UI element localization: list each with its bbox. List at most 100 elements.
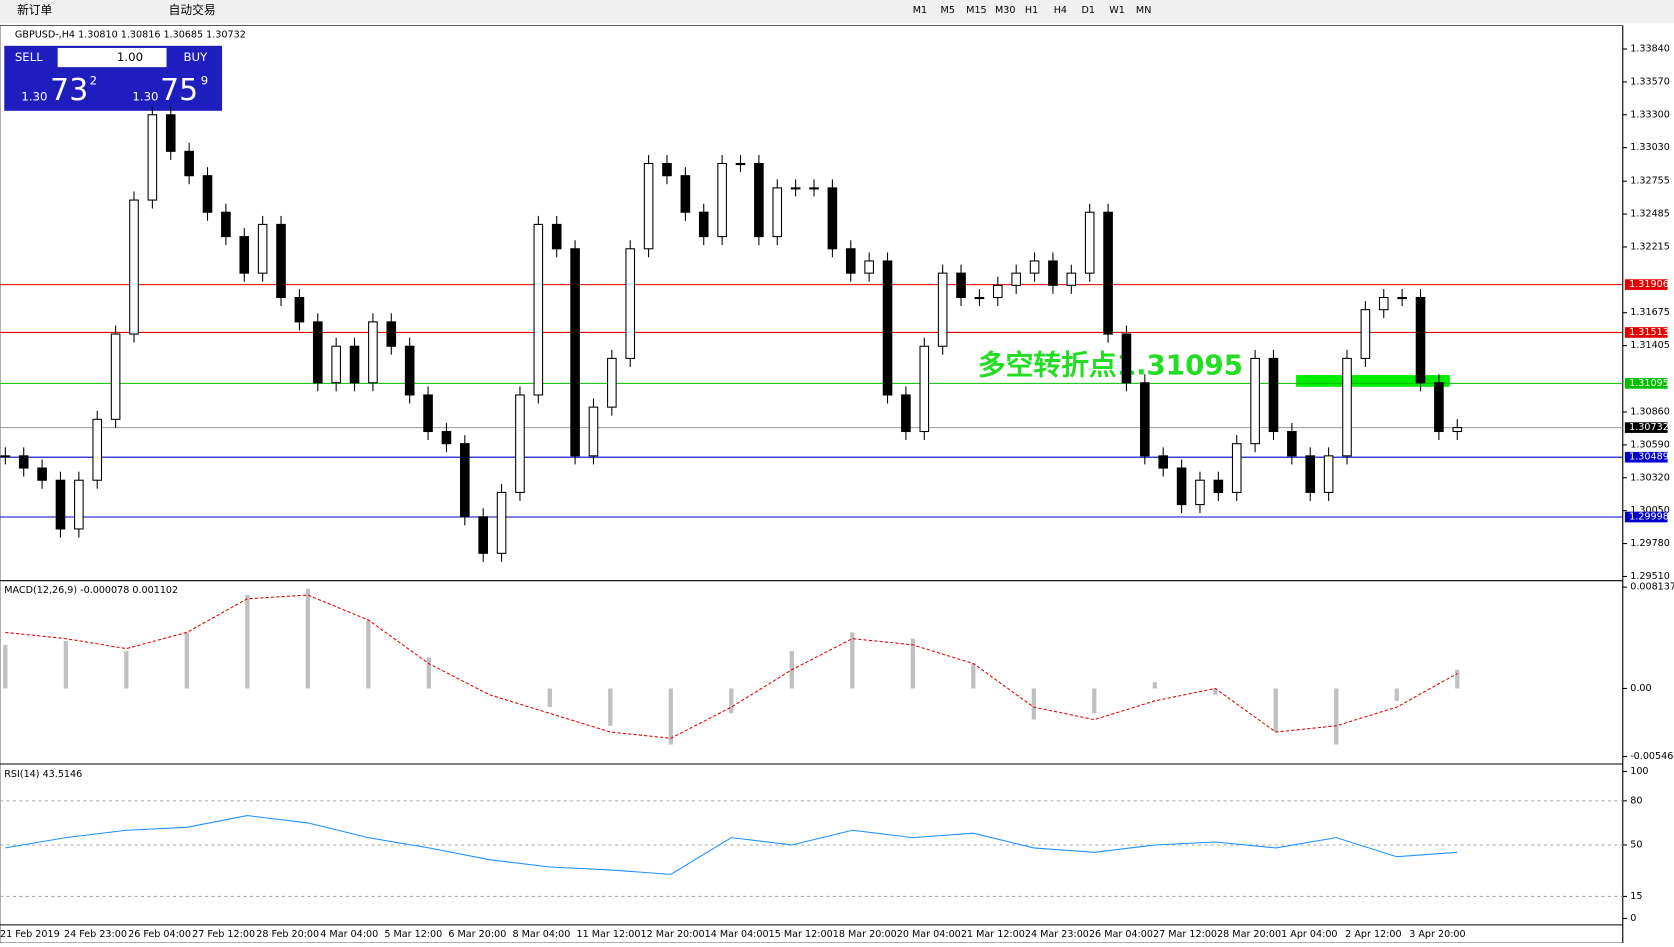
lot-size[interactable]: 1.00 [117,50,143,64]
level-label: 1.30489 [1629,452,1669,463]
level-label: 1.31513 [1629,327,1669,338]
macd-bar [910,638,915,689]
y-tick-label: 1.29780 [1630,538,1670,549]
macd-bar [426,657,431,689]
y-tick-label: 1.31405 [1630,340,1670,351]
candle [1342,357,1352,457]
x-tick-label: 2 Apr 12:00 [1345,929,1401,940]
candle [221,211,231,238]
x-tick-label: 28 Mar 20:00 [1217,929,1281,940]
macd-bar [1152,682,1157,689]
y-tick-label: 1.33300 [1630,109,1670,120]
macd-bar [1455,669,1460,689]
x-tick-label: 11 Mar 12:00 [577,929,641,940]
macd-signal [5,594,1458,739]
candle [441,430,452,445]
candle [643,162,654,250]
timeframe-button[interactable]: H1 [1025,5,1038,16]
timeframe-button[interactable]: M1 [913,5,927,16]
candle [1048,260,1058,286]
macd-bar [245,595,250,689]
candle [202,175,213,213]
x-tick-label: 24 Mar 23:00 [1025,929,1089,940]
sell-pips: 73 [50,73,88,108]
candle [717,162,727,238]
candle [37,467,47,481]
candle [754,162,764,238]
candle [1084,211,1095,274]
sell-big: 1.30 [21,89,47,103]
candle [1140,382,1150,457]
candle [533,223,544,396]
new-order[interactable]: 新订单 [17,3,52,17]
candle [1213,479,1224,493]
level-tag [1624,279,1668,290]
candle [294,296,305,323]
candle [1305,455,1316,493]
level-label: 1.29998 [1629,512,1669,523]
buy-button[interactable]: BUY [183,50,208,64]
candle [129,199,139,335]
candle [1250,357,1260,445]
timeframe-button[interactable]: M30 [995,5,1015,16]
x-tick-label: 4 Mar 04:00 [320,929,378,940]
candle [919,345,930,433]
macd-bar [729,688,734,714]
candle [1268,357,1279,433]
sell-button[interactable]: SELL [15,50,43,64]
candle [1287,430,1297,457]
y-tick-label: 1.29510 [1630,571,1670,582]
macd-bar [547,688,552,708]
candle [864,260,874,274]
candle [698,211,709,238]
lot-box[interactable] [57,47,167,68]
macd-bar [184,632,189,689]
x-tick-label: 6 Mar 20:00 [448,929,506,940]
timeframe-button[interactable]: MN [1136,5,1151,16]
candle [625,248,636,359]
macd-bar [1092,688,1097,714]
x-tick-label: 26 Mar 04:00 [1089,929,1153,940]
buy-big: 1.30 [132,89,158,103]
timeframe-button[interactable]: H4 [1054,5,1067,16]
timeframe-button[interactable]: M15 [966,5,986,16]
macd-bar [366,619,371,689]
candle [607,357,617,408]
auto-trading[interactable]: 自动交易 [169,3,216,17]
x-tick-label: 28 Feb 20:00 [256,929,319,940]
macd-bar [608,688,613,726]
timeframe-button[interactable]: D1 [1081,5,1094,16]
candle [809,187,819,190]
candle [974,296,985,300]
candle [74,479,84,530]
x-tick-label: 3 Apr 20:00 [1409,929,1465,940]
candle [1121,333,1132,384]
price-header: GBPUSD-,H4 1.30810 1.30816 1.30685 1.307… [15,30,246,41]
y-tick-label: 80 [1630,795,1642,806]
x-tick-label: 5 Mar 12:00 [384,929,442,940]
candle [680,175,691,213]
y-tick-label: -0.005466 [1630,751,1674,762]
candle [1011,272,1021,286]
candle [570,248,580,457]
macd-bar [124,651,129,689]
candle [55,479,66,530]
candle [184,150,194,177]
candle [1360,309,1371,359]
candle [992,284,1003,299]
candle [92,418,103,481]
buy-frac: 9 [201,73,208,87]
macd-bar [63,641,68,689]
level-label: 1.30732 [1629,422,1669,433]
pivot-marker [1296,375,1450,387]
timeframe-button[interactable]: W1 [1109,5,1125,16]
candle [937,272,948,347]
level-tag [1624,327,1668,338]
candle [368,321,378,384]
y-tick-label: 1.30860 [1630,407,1670,418]
candle [257,223,268,274]
candle [460,443,470,518]
candle [662,162,672,177]
candle [239,236,250,274]
timeframe-button[interactable]: M5 [941,5,955,16]
